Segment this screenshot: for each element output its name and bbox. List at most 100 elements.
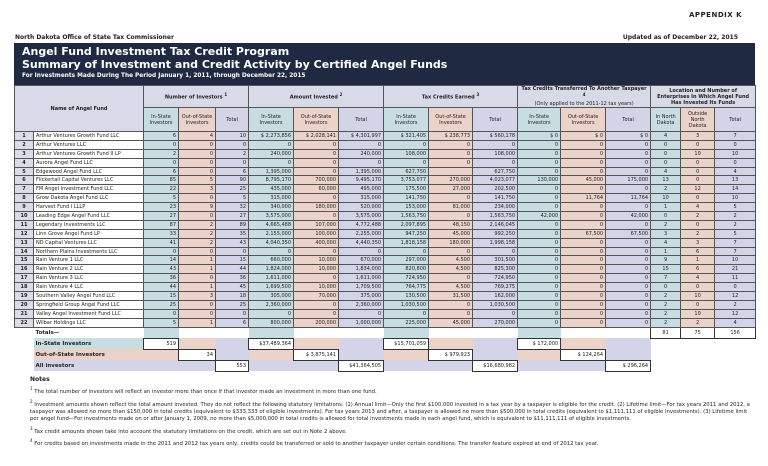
cell-value: 315,000: [248, 193, 295, 204]
row-number: 19: [14, 291, 34, 301]
notes-heading: Notes: [30, 376, 50, 383]
totals-fill: [517, 360, 561, 372]
cell-value: 0: [605, 273, 652, 284]
subheader-out-state: Out-of-State Investors: [428, 107, 474, 132]
cell-value: 2: [650, 299, 682, 310]
totals-row-all: All investors 553 $41,364,505 $16,680,982 $ …: [15, 359, 756, 372]
cell-value: 0: [178, 211, 217, 221]
cell-value: 0: [293, 157, 340, 168]
period-note: For Investments Made During The Period J…: [22, 73, 306, 79]
cell-value: 0: [338, 157, 385, 168]
page-subtitle: Summary of Investment and Credit Activit…: [22, 58, 448, 71]
header-investors: Number of Investors 1: [143, 85, 250, 108]
totals-fill: [605, 349, 651, 361]
appendix-label: APPENDIX K: [689, 11, 742, 19]
cell-value: 0: [178, 308, 217, 319]
cell-value: 0: [680, 193, 716, 204]
cell-value: 0: [560, 246, 607, 257]
cell-value: 0: [215, 308, 250, 319]
cell-value: 0: [472, 139, 519, 150]
cell-value: 0: [517, 246, 562, 257]
totals-fill: [178, 338, 216, 350]
fund-name: FM Angel Investment Fund LLC: [32, 184, 145, 195]
spacer: [715, 360, 756, 371]
cell-value: 764,775: [383, 282, 430, 293]
totals-fill: [143, 360, 179, 372]
cell-value: 10,000: [293, 264, 340, 275]
cell-value: 44: [215, 264, 250, 275]
cell-value: 2: [650, 308, 682, 319]
cell-value: 0: [605, 237, 652, 248]
row-number: 14: [14, 246, 34, 257]
cell-value: 0: [248, 246, 295, 257]
cell-value: 0: [338, 246, 385, 257]
cell-value: 9: [650, 255, 682, 266]
cell-value: 0: [560, 148, 607, 159]
cell-value: 27: [143, 211, 180, 221]
cell-value: 7: [650, 273, 682, 284]
cell-value: 10: [650, 193, 682, 204]
cell-value: 1: [178, 282, 217, 293]
header-fund-name: Name of Angel Fund: [13, 85, 145, 132]
cell-value: 0: [178, 299, 217, 310]
cell-value: 2: [178, 237, 217, 248]
totals-fill: [383, 360, 429, 372]
cell-value: 0: [605, 299, 652, 310]
cell-value: 0: [178, 139, 217, 150]
cell-value: 0: [428, 246, 474, 257]
cell-value: 5: [143, 193, 180, 204]
cell-value: 1: [680, 255, 716, 266]
table-row: 6 Flickertail Capital Ventures LLC 85 5 90 8,…: [14, 175, 757, 186]
cell-value: 0: [605, 308, 652, 319]
cell-value: 6: [680, 264, 716, 275]
cell-value: 35: [215, 228, 250, 239]
table-row: 12 Linn Grove Angel Fund LP 33 2 35 2,155,000…: [14, 228, 757, 239]
cell-value: 3: [178, 184, 217, 195]
cell-value: 0: [215, 246, 250, 257]
cell-value: 10: [680, 148, 716, 159]
table-row: 13 ND Capital Ventures LLC 41 2 43 4,040,350 4…: [14, 237, 757, 248]
table-row: 18 Rain Venture 4 LLC 44 1 45 1,699,500 10,000…: [14, 282, 757, 293]
cell-value: $ 0: [517, 131, 562, 141]
cell-value: 4: [650, 237, 682, 248]
cell-value: 1: [650, 246, 682, 257]
cell-value: 15: [650, 264, 682, 275]
header-transferred: Tax Credits Transferred To Another Taxpa…: [517, 85, 652, 108]
cell-value: 130,000: [517, 175, 562, 186]
row-number: 21: [14, 308, 34, 319]
spacer: [715, 338, 756, 349]
cell-value: 2: [680, 228, 716, 239]
cell-value: 0: [605, 246, 652, 257]
spacer: [651, 360, 681, 371]
cell-value: 41: [143, 237, 180, 248]
totals-fill: [143, 349, 179, 361]
row-number: 22: [14, 317, 34, 328]
cell-value: 0: [560, 157, 607, 168]
header-amount: Amount Invested 2: [248, 85, 385, 108]
cell-value: 0: [560, 291, 607, 301]
cell-value: 12: [680, 184, 716, 195]
totals-fill: [517, 349, 561, 361]
cell-value: 0: [517, 193, 562, 204]
cell-value: 32: [215, 202, 250, 213]
cell-value: 0: [383, 246, 430, 257]
cell-value: 45,000: [428, 228, 474, 239]
cell-value: 0: [560, 166, 607, 177]
agency-name: North Dakota Office of State Tax Commiss…: [15, 34, 174, 41]
cell-value: 12: [714, 291, 757, 301]
cell-value: 3: [650, 228, 682, 239]
cell-value: 100,000: [293, 228, 340, 239]
cell-value: 0: [383, 308, 430, 319]
totals-fill: [248, 360, 294, 372]
cell-value: 2: [143, 148, 180, 159]
totals-label: Totals—: [35, 329, 60, 336]
fund-name: ND Capital Ventures LLC: [32, 237, 145, 248]
fund-name: Aurora Angel Fund LLC: [32, 157, 145, 168]
cell-value: 0: [517, 308, 562, 319]
cell-value: 45,000: [560, 175, 607, 186]
cell-value: 9,495,170: [338, 175, 385, 186]
cell-value: 14: [714, 184, 757, 195]
totals-cell: [248, 327, 294, 339]
cell-value: 2,360,000: [248, 299, 295, 310]
totals-fill: [293, 338, 339, 350]
